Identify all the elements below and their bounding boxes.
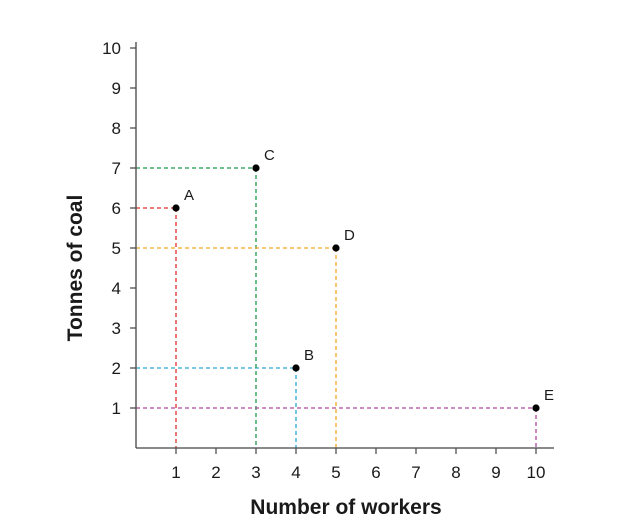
x-tick-label: 4 [291, 463, 300, 482]
y-tick-label: 6 [112, 199, 121, 218]
data-points: A B C D E [172, 147, 554, 412]
data-point-c [252, 164, 260, 172]
point-label-d: D [344, 227, 355, 244]
y-tick-label: 5 [112, 239, 121, 258]
data-point-e [532, 404, 540, 412]
data-point-d [332, 244, 340, 252]
x-tick-label: 2 [211, 463, 220, 482]
y-ticks: 1 2 3 4 5 6 7 8 9 10 [102, 39, 136, 418]
y-tick-label: 1 [112, 399, 121, 418]
x-tick-label: 3 [251, 463, 260, 482]
y-tick-label: 10 [102, 39, 121, 58]
x-tick-label: 10 [527, 463, 546, 482]
data-point-b [292, 364, 300, 372]
y-tick-label: 7 [112, 159, 121, 178]
x-tick-label: 6 [371, 463, 380, 482]
y-tick-label: 3 [112, 319, 121, 338]
x-tick-label: 1 [171, 463, 180, 482]
point-label-b: B [304, 347, 314, 364]
y-tick-label: 2 [112, 359, 121, 378]
x-tick-label: 7 [411, 463, 420, 482]
y-tick-label: 4 [112, 279, 121, 298]
point-label-c: C [264, 147, 275, 164]
x-tick-label: 8 [451, 463, 460, 482]
y-axis-title: Tonnes of coal [64, 195, 87, 342]
data-point-a [172, 204, 180, 212]
axes [135, 42, 554, 449]
point-label-e: E [544, 387, 554, 404]
y-tick-label: 8 [112, 119, 121, 138]
x-ticks: 1 2 3 4 5 6 7 8 9 10 [171, 448, 545, 482]
x-tick-label: 5 [331, 463, 340, 482]
guide-lines [136, 167, 537, 448]
y-tick-label: 9 [112, 79, 121, 98]
x-axis-title: Number of workers [250, 496, 441, 519]
point-label-a: A [184, 187, 194, 204]
x-tick-label: 9 [491, 463, 500, 482]
